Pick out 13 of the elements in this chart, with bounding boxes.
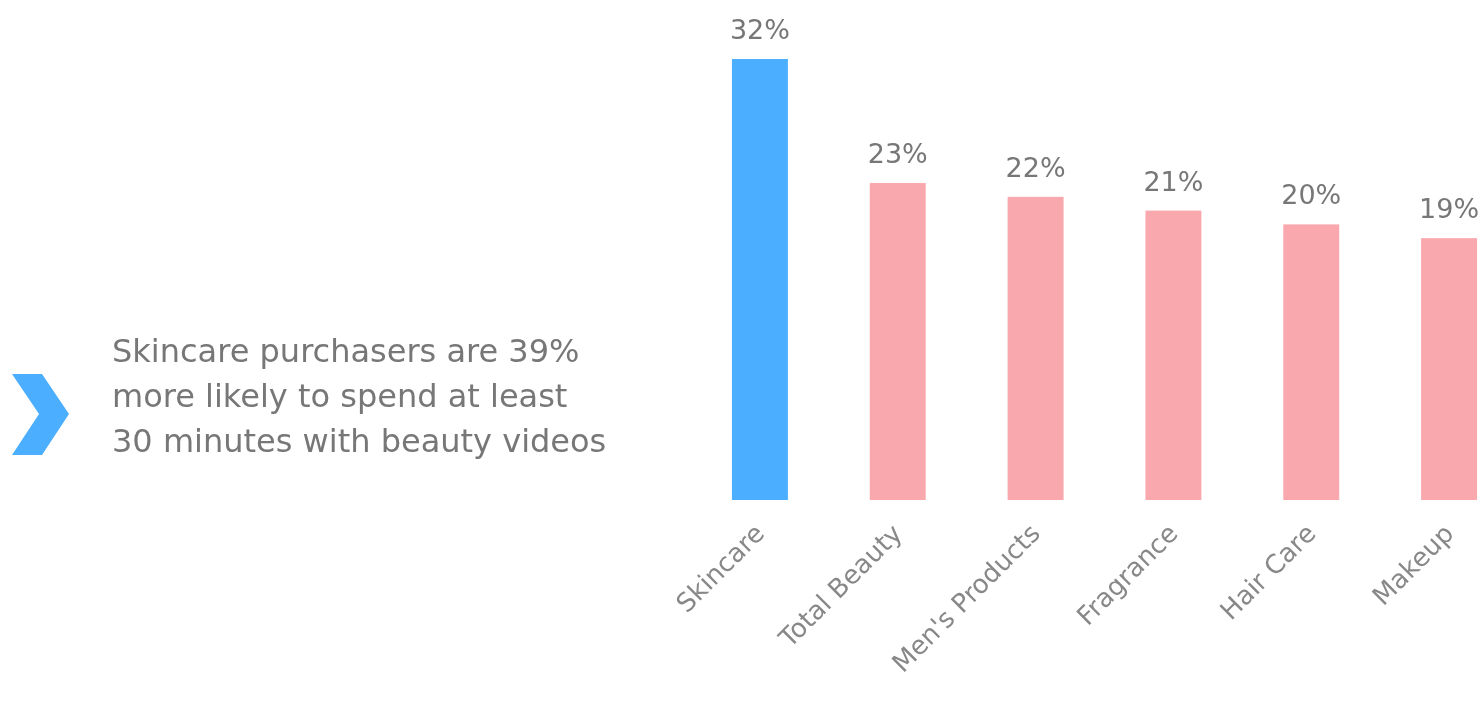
- bar: [1283, 224, 1340, 500]
- bar: [869, 183, 926, 500]
- data-label: 21%: [1143, 165, 1204, 197]
- data-label: 19%: [1419, 193, 1480, 225]
- bar: [731, 59, 788, 500]
- bar: [1007, 196, 1064, 500]
- bar: [1421, 238, 1478, 500]
- bar: [1145, 210, 1202, 500]
- data-label: 32%: [729, 14, 790, 45]
- data-label: 22%: [1005, 151, 1066, 183]
- data-label: 23%: [867, 138, 928, 170]
- data-label: 20%: [1281, 179, 1342, 211]
- text: Skincare purchasers are 39% more likely to spend at least 30 minutes with beauty videos: [112, 332, 607, 460]
